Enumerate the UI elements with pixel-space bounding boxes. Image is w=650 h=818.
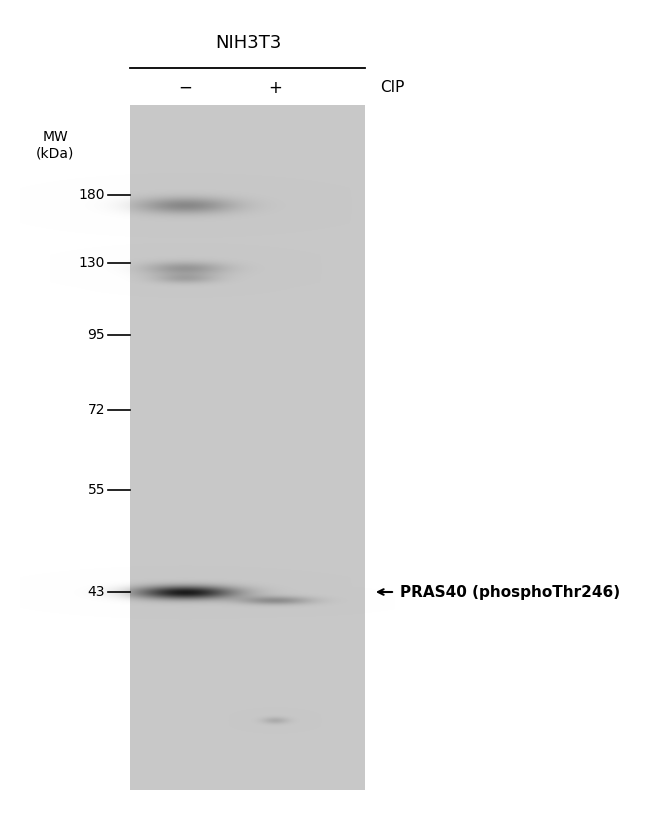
Text: 130: 130 [79,256,105,270]
Text: 55: 55 [88,483,105,497]
Text: 72: 72 [88,403,105,417]
Text: NIH3T3: NIH3T3 [214,34,281,52]
Text: PRAS40 (phosphoThr246): PRAS40 (phosphoThr246) [400,585,620,600]
Text: 95: 95 [87,328,105,342]
Text: 43: 43 [88,585,105,599]
Text: −: − [178,79,192,97]
Text: +: + [268,79,282,97]
Text: CIP: CIP [380,80,404,96]
Text: 180: 180 [79,188,105,202]
Text: MW
(kDa): MW (kDa) [36,130,74,160]
